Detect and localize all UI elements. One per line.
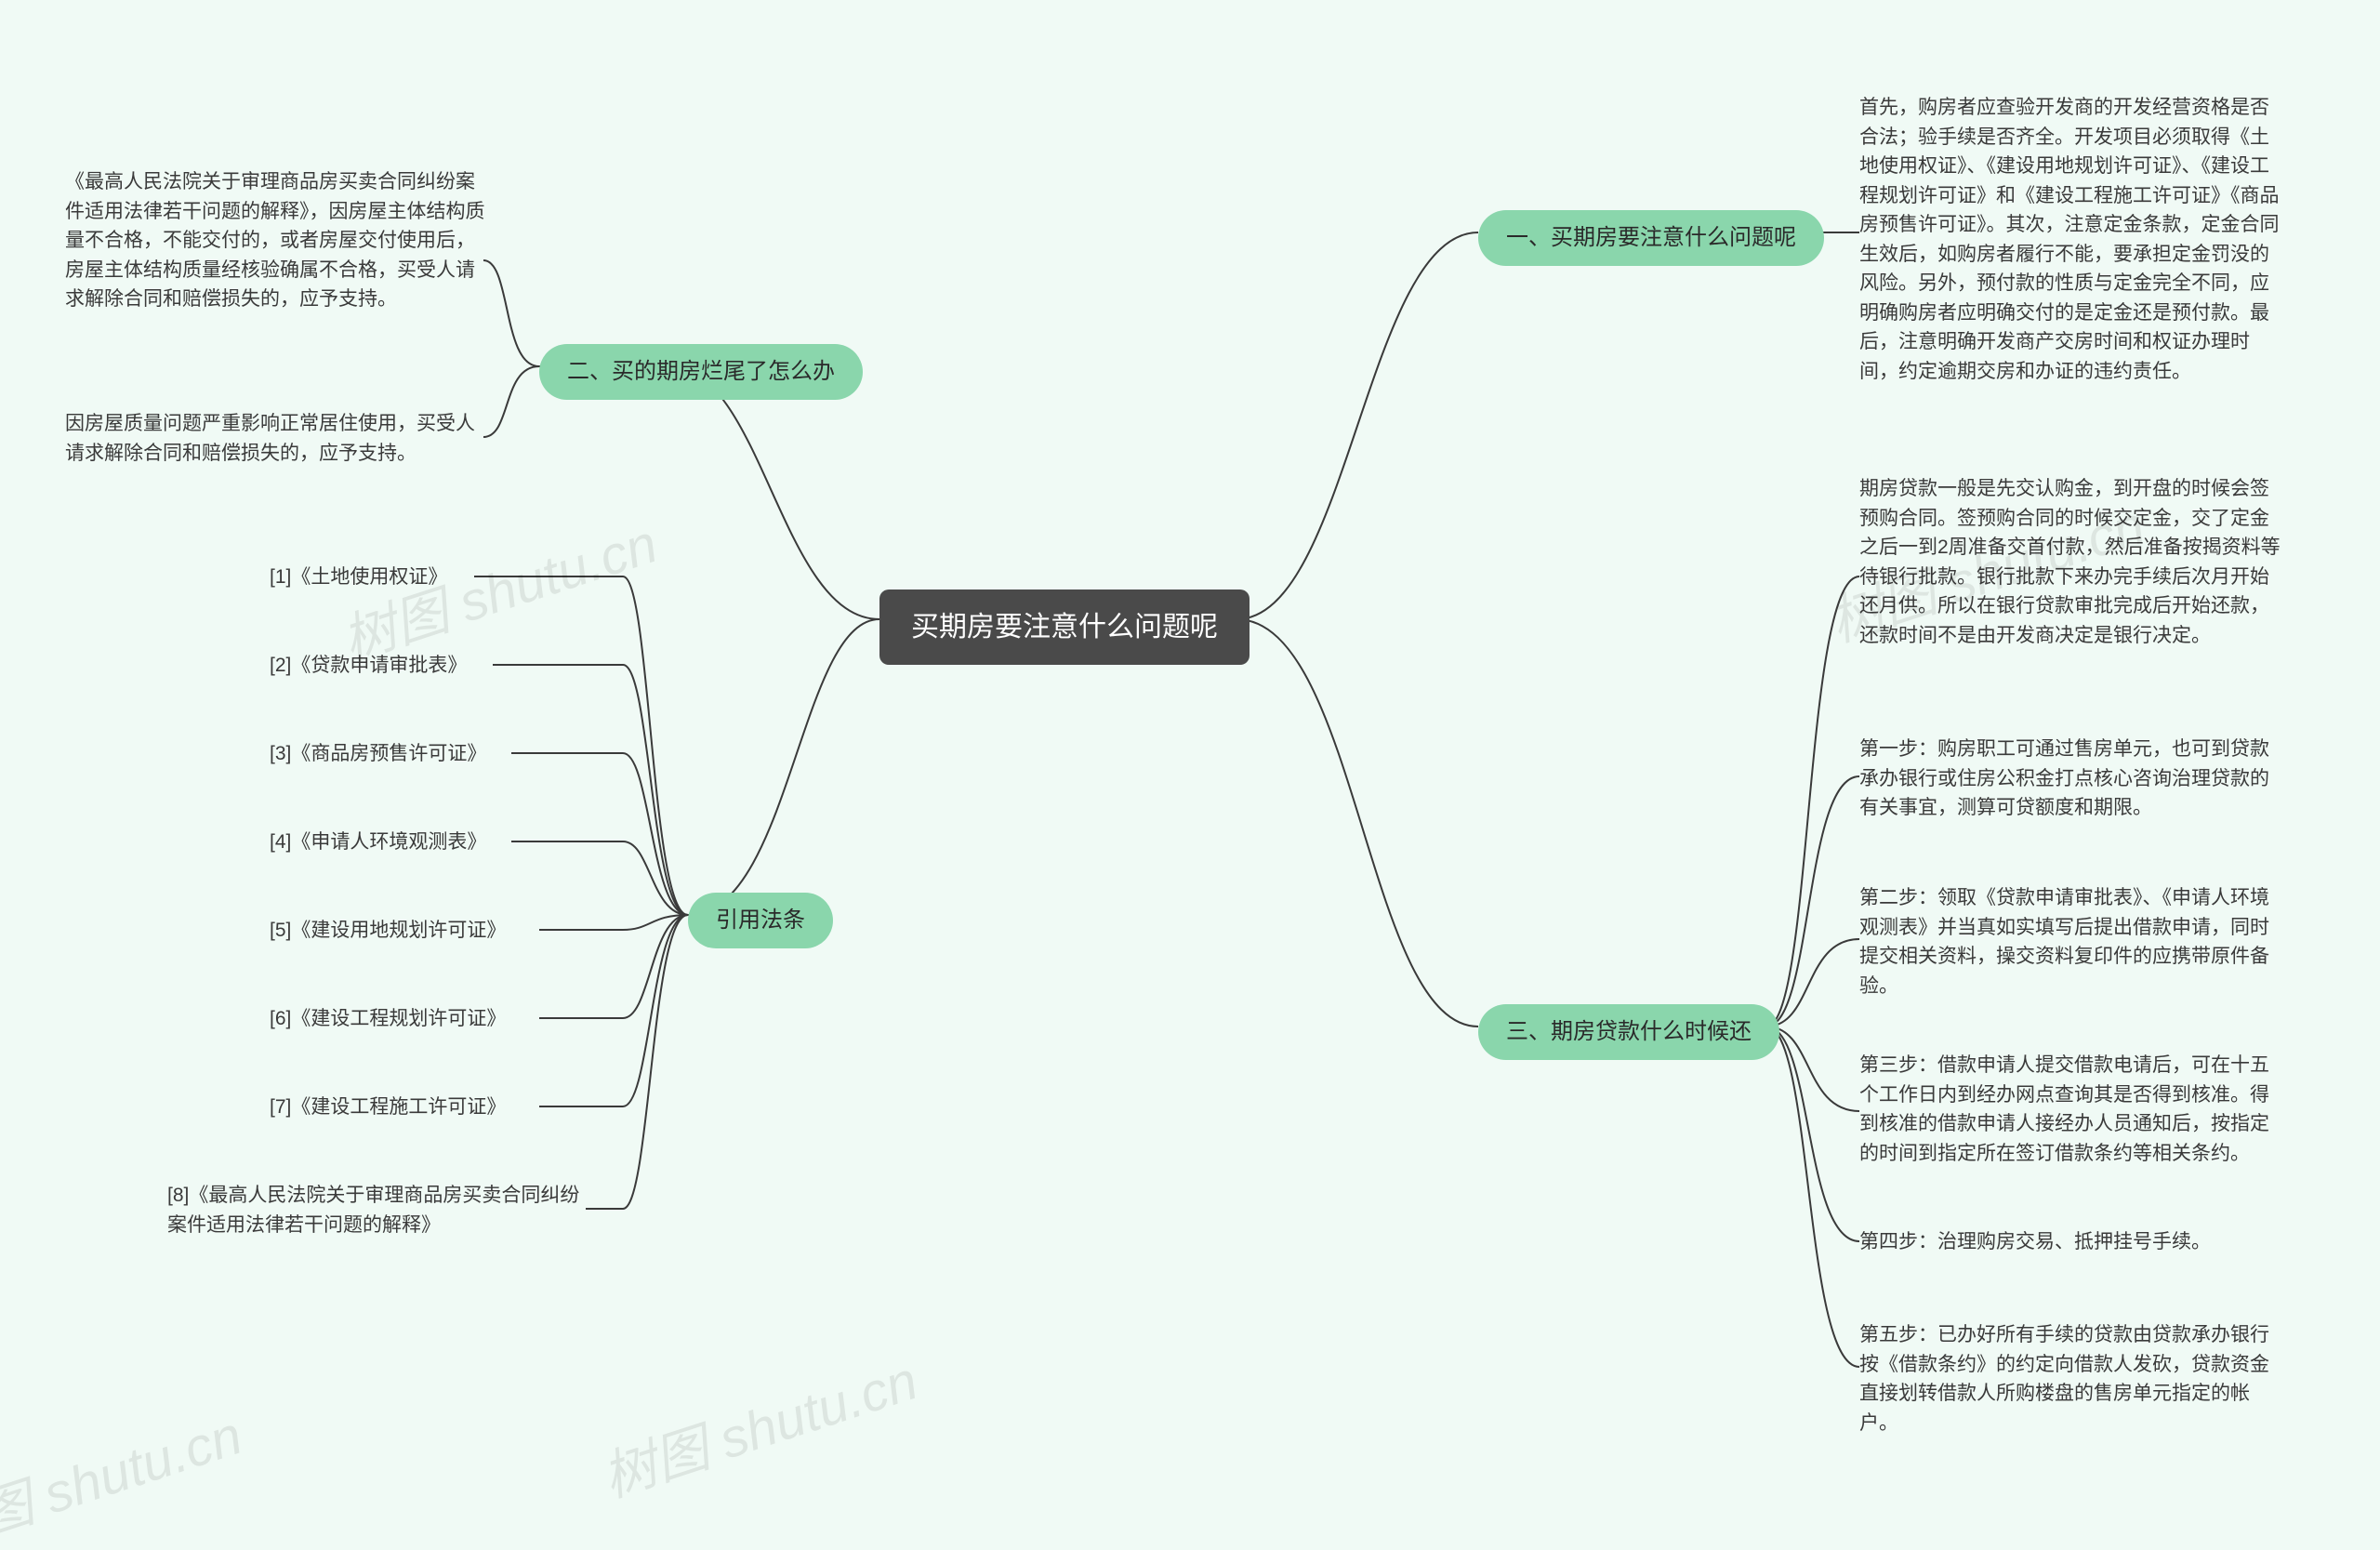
connector [1766, 939, 1859, 1027]
branch-2[interactable]: 二、买的期房烂尾了怎么办 [539, 344, 863, 400]
leaf-b4-8: [8]《最高人民法院关于审理商品房买卖合同纠纷案件适用法律若干问题的解释》 [167, 1181, 595, 1239]
connector [688, 619, 879, 915]
leaf-b3-2: 第一步：购房职工可通过售房单元，也可到贷款承办银行或住房公积金打点核心咨询治理贷… [1859, 735, 2287, 823]
watermark: 树图 shutu.cn [591, 1337, 926, 1512]
leaf-b1-1: 首先，购房者应查验开发商的开发经营资格是否合法；验手续是否齐全。开发项目必须取得… [1859, 93, 2287, 386]
leaf-b4-4: [4]《申请人环境观测表》 [270, 828, 660, 857]
connector [1766, 1027, 1859, 1111]
connector [1236, 232, 1478, 619]
leaf-b2-2: 因房屋质量问题严重影响正常居住使用，买受人请求解除合同和赔偿损失的，应予支持。 [65, 409, 493, 468]
root-node[interactable]: 买期房要注意什么问题呢 [879, 590, 1250, 665]
leaf-b3-6: 第五步：已办好所有手续的贷款由贷款承办银行按《借款条约》的约定向借款人发砍，贷款… [1859, 1320, 2287, 1437]
leaf-b4-2: [2]《贷款申请审批表》 [270, 651, 660, 681]
branch-1[interactable]: 一、买期房要注意什么问题呢 [1478, 210, 1824, 266]
connector [1766, 776, 1859, 1027]
connector [493, 665, 688, 915]
leaf-b3-3: 第二步：领取《贷款申请审批表》、《申请人环境观测表》并当真如实填写后提出借款申请… [1859, 883, 2287, 1000]
branch-3[interactable]: 三、期房贷款什么时候还 [1478, 1004, 1779, 1060]
leaf-b4-7: [7]《建设工程施工许可证》 [270, 1093, 660, 1122]
connector [1766, 576, 1859, 1027]
connector [586, 915, 688, 1209]
connector [1766, 1027, 1859, 1241]
branch-citations[interactable]: 引用法条 [688, 893, 833, 948]
watermark: 图 shutu.cn [0, 1392, 250, 1550]
leaf-b4-1: [1]《土地使用权证》 [270, 563, 660, 592]
leaf-b3-4: 第三步：借款申请人提交借款电请后，可在十五个工作日内到经办网点查询其是否得到核准… [1859, 1051, 2287, 1168]
leaf-b3-5: 第四步：治理购房交易、抵押挂号手续。 [1859, 1227, 2287, 1257]
leaf-b4-6: [6]《建设工程规划许可证》 [270, 1004, 660, 1034]
leaf-b3-1: 期房贷款一般是先交认购金，到开盘的时候会签预购合同。签预购合同的时候交定金，交了… [1859, 474, 2287, 650]
leaf-b2-1: 《最高人民法院关于审理商品房买卖合同纠纷案件适用法律若干问题的解释》，因房屋主体… [65, 167, 493, 314]
connector [1766, 1027, 1859, 1367]
leaf-b4-3: [3]《商品房预售许可证》 [270, 739, 660, 769]
leaf-b4-5: [5]《建设用地规划许可证》 [270, 916, 660, 946]
connector [1236, 619, 1478, 1027]
